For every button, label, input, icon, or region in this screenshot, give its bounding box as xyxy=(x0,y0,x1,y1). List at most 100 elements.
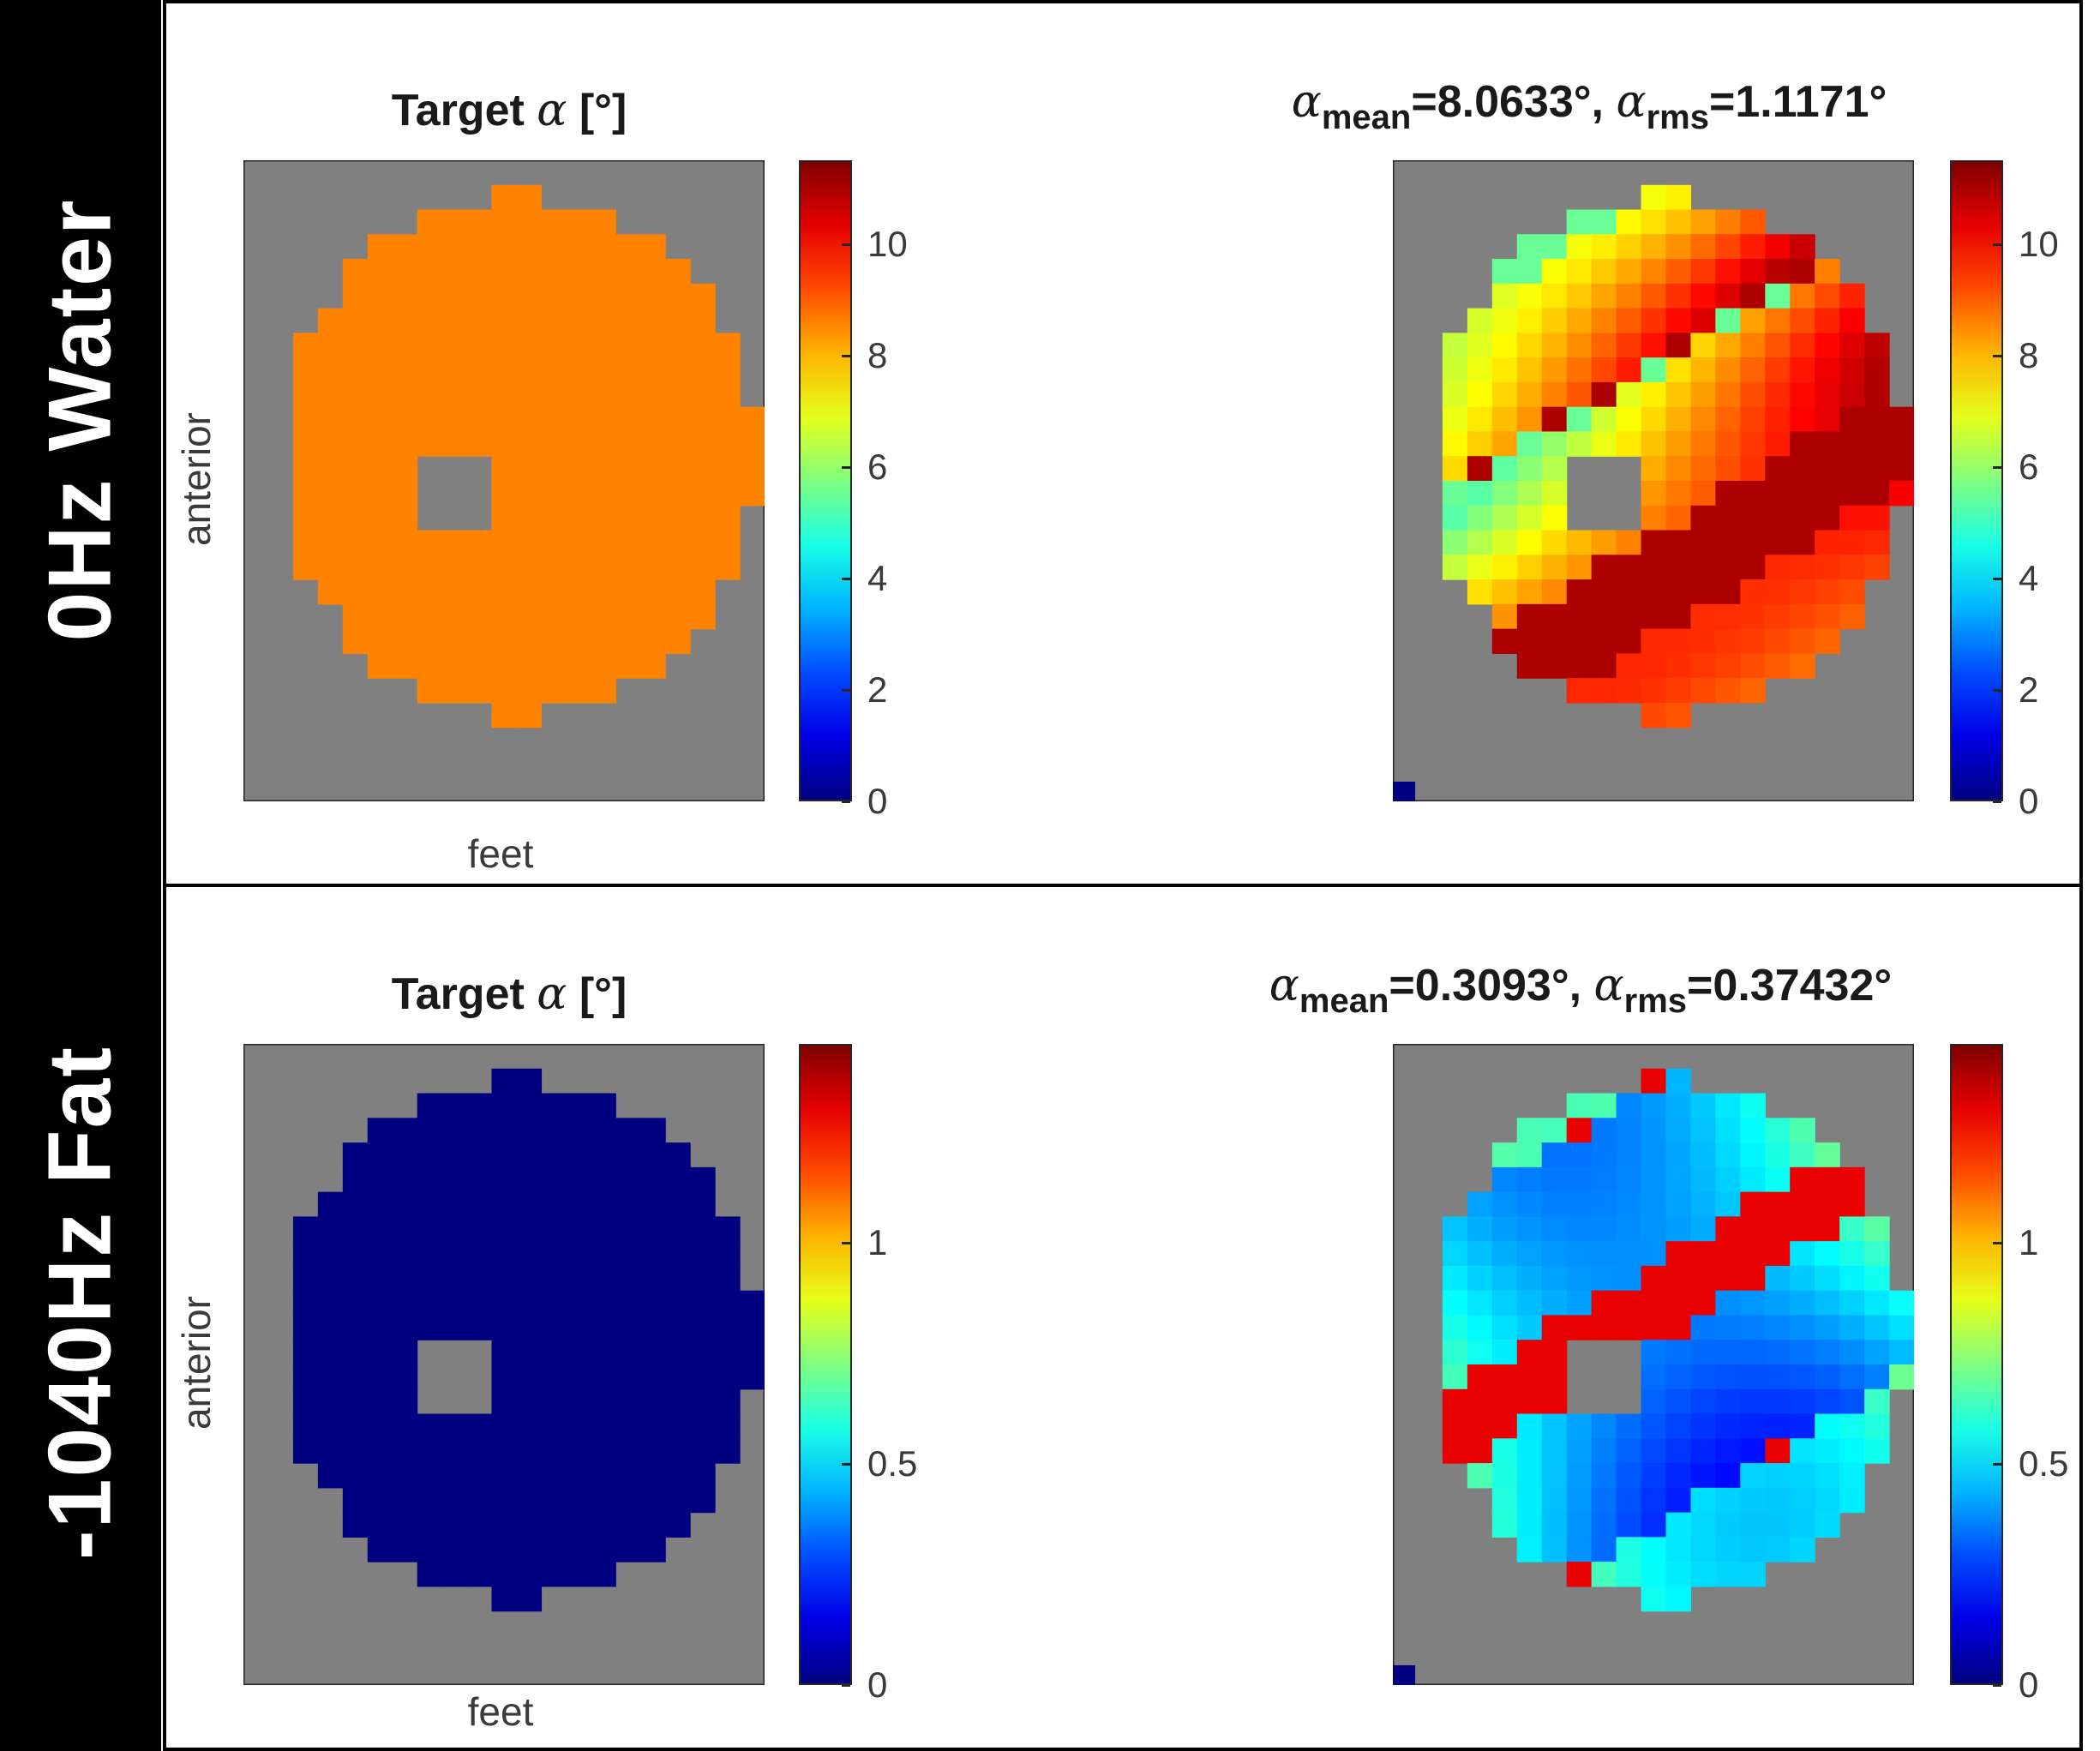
heatmap-cell xyxy=(342,1364,369,1390)
heatmap-cell xyxy=(1442,333,1468,358)
heatmap-cell xyxy=(491,406,518,433)
heatmap-cell xyxy=(491,1166,518,1193)
heatmap-cell xyxy=(1541,1142,1568,1168)
heatmap-cell xyxy=(491,259,518,285)
heatmap-cell xyxy=(1516,530,1543,555)
heatmap-cell xyxy=(1740,283,1766,309)
heatmap-cell xyxy=(690,1166,716,1193)
heatmap-cell xyxy=(1467,431,1493,457)
heatmap-cell xyxy=(441,603,468,630)
heatmap-cell xyxy=(1566,1166,1593,1193)
heatmap-cell xyxy=(417,1118,443,1143)
heatmap-cell xyxy=(491,283,518,309)
colorbar-tick-label: 4 xyxy=(2019,557,2039,598)
heatmap-cell xyxy=(591,431,616,457)
heatmap-cell xyxy=(1467,357,1493,383)
heatmap-cell xyxy=(367,579,393,605)
heatmap-cell xyxy=(292,1413,319,1439)
heatmap-cell xyxy=(491,628,518,654)
heatmap-cell xyxy=(690,406,716,433)
heatmap-cell xyxy=(715,1364,741,1390)
heatmap-cell xyxy=(342,1265,369,1292)
heatmap-cell xyxy=(665,357,691,383)
heatmap-cell xyxy=(1566,628,1593,654)
heatmap-cell xyxy=(1690,1166,1716,1193)
heatmap-cell xyxy=(292,1388,319,1415)
heatmap-cell xyxy=(417,555,443,580)
colorbar-tick xyxy=(842,243,850,246)
heatmap-cell xyxy=(740,406,765,433)
heatmap-cell xyxy=(1815,1438,1840,1464)
heatmap-cell xyxy=(1864,1265,1890,1292)
heatmap-cell xyxy=(516,678,543,704)
heatmap-cell xyxy=(1442,1315,1468,1340)
heatmap-cell xyxy=(491,555,518,580)
heatmap-cell xyxy=(392,1241,418,1267)
heatmap-cell xyxy=(392,1142,418,1168)
heatmap-cell xyxy=(491,1265,518,1292)
heatmap-cell xyxy=(1839,333,1865,358)
heatmap-cell xyxy=(367,1265,393,1292)
heatmap-cell xyxy=(1690,1241,1716,1267)
heatmap-cell xyxy=(1740,1265,1766,1292)
heatmap-cell xyxy=(1467,333,1493,358)
heatmap-cell xyxy=(292,357,319,383)
heatmap-cell xyxy=(1839,283,1865,309)
heatmap-cell xyxy=(665,308,691,333)
heatmap-cell xyxy=(516,1586,543,1612)
heatmap-cell xyxy=(1541,1438,1568,1464)
heatmap-cell xyxy=(566,1537,591,1562)
heatmap-cell xyxy=(1715,505,1741,531)
row-label-fat: -1040Hz Fat xyxy=(30,1046,130,1560)
colorbar-tick-label: 6 xyxy=(2019,446,2039,487)
heatmap-cell xyxy=(591,209,616,235)
heatmap-cell xyxy=(1665,579,1692,605)
heatmap-cell xyxy=(1616,1265,1642,1292)
heatmap-cell xyxy=(1665,1438,1692,1464)
heatmap-cell xyxy=(317,1265,344,1292)
heatmap-cell xyxy=(367,1191,393,1217)
heatmap-cell xyxy=(665,1340,691,1365)
heatmap-cell xyxy=(516,1537,543,1562)
heatmap-cell xyxy=(392,603,418,630)
heatmap-cell xyxy=(1566,1118,1593,1143)
heatmap-cell xyxy=(441,530,468,555)
heatmap-cell xyxy=(541,1142,567,1168)
heatmap-cell xyxy=(1591,283,1617,309)
heatmap-cell xyxy=(1765,1142,1791,1168)
heatmap-cell xyxy=(591,555,616,580)
heatmap-cell xyxy=(640,431,666,457)
heatmap-cell xyxy=(1591,209,1617,235)
heatmap-cell xyxy=(1541,259,1568,285)
colorbar-tick-label: 0 xyxy=(2019,781,2039,821)
heatmap-cell xyxy=(491,1093,518,1118)
heatmap-cell xyxy=(615,1537,641,1562)
heatmap-cell xyxy=(1839,1364,1865,1390)
heatmap-cell xyxy=(1616,406,1642,433)
heatmap-cell xyxy=(1616,1438,1642,1464)
heatmap-cell xyxy=(1864,431,1890,457)
heatmap-cell xyxy=(690,603,716,630)
achieved-map-water xyxy=(1393,160,1914,801)
heatmap-cell xyxy=(417,1093,443,1118)
heatmap-cell xyxy=(591,1463,616,1489)
heatmap-cell xyxy=(591,1118,616,1143)
heatmap-cell xyxy=(1641,1340,1667,1365)
heatmap-cell xyxy=(1566,1265,1593,1292)
heatmap-cell xyxy=(1715,431,1741,457)
heatmap-cell xyxy=(1467,308,1493,333)
heatmap-cell xyxy=(1715,481,1741,507)
heatmap-cell xyxy=(665,333,691,358)
heatmap-cell xyxy=(392,381,418,408)
heatmap-cell xyxy=(1690,579,1716,605)
heatmap-cell xyxy=(1442,357,1468,383)
heatmap-cell xyxy=(541,1315,567,1340)
heatmap-cell xyxy=(392,259,418,285)
heatmap-cell xyxy=(466,1265,493,1292)
heatmap-cell xyxy=(516,184,543,211)
heatmap-cell xyxy=(1740,555,1766,580)
heatmap-cell xyxy=(665,1512,691,1538)
heatmap-cell xyxy=(1591,653,1617,679)
heatmap-cell xyxy=(715,481,741,507)
heatmap-cell xyxy=(1815,579,1840,605)
